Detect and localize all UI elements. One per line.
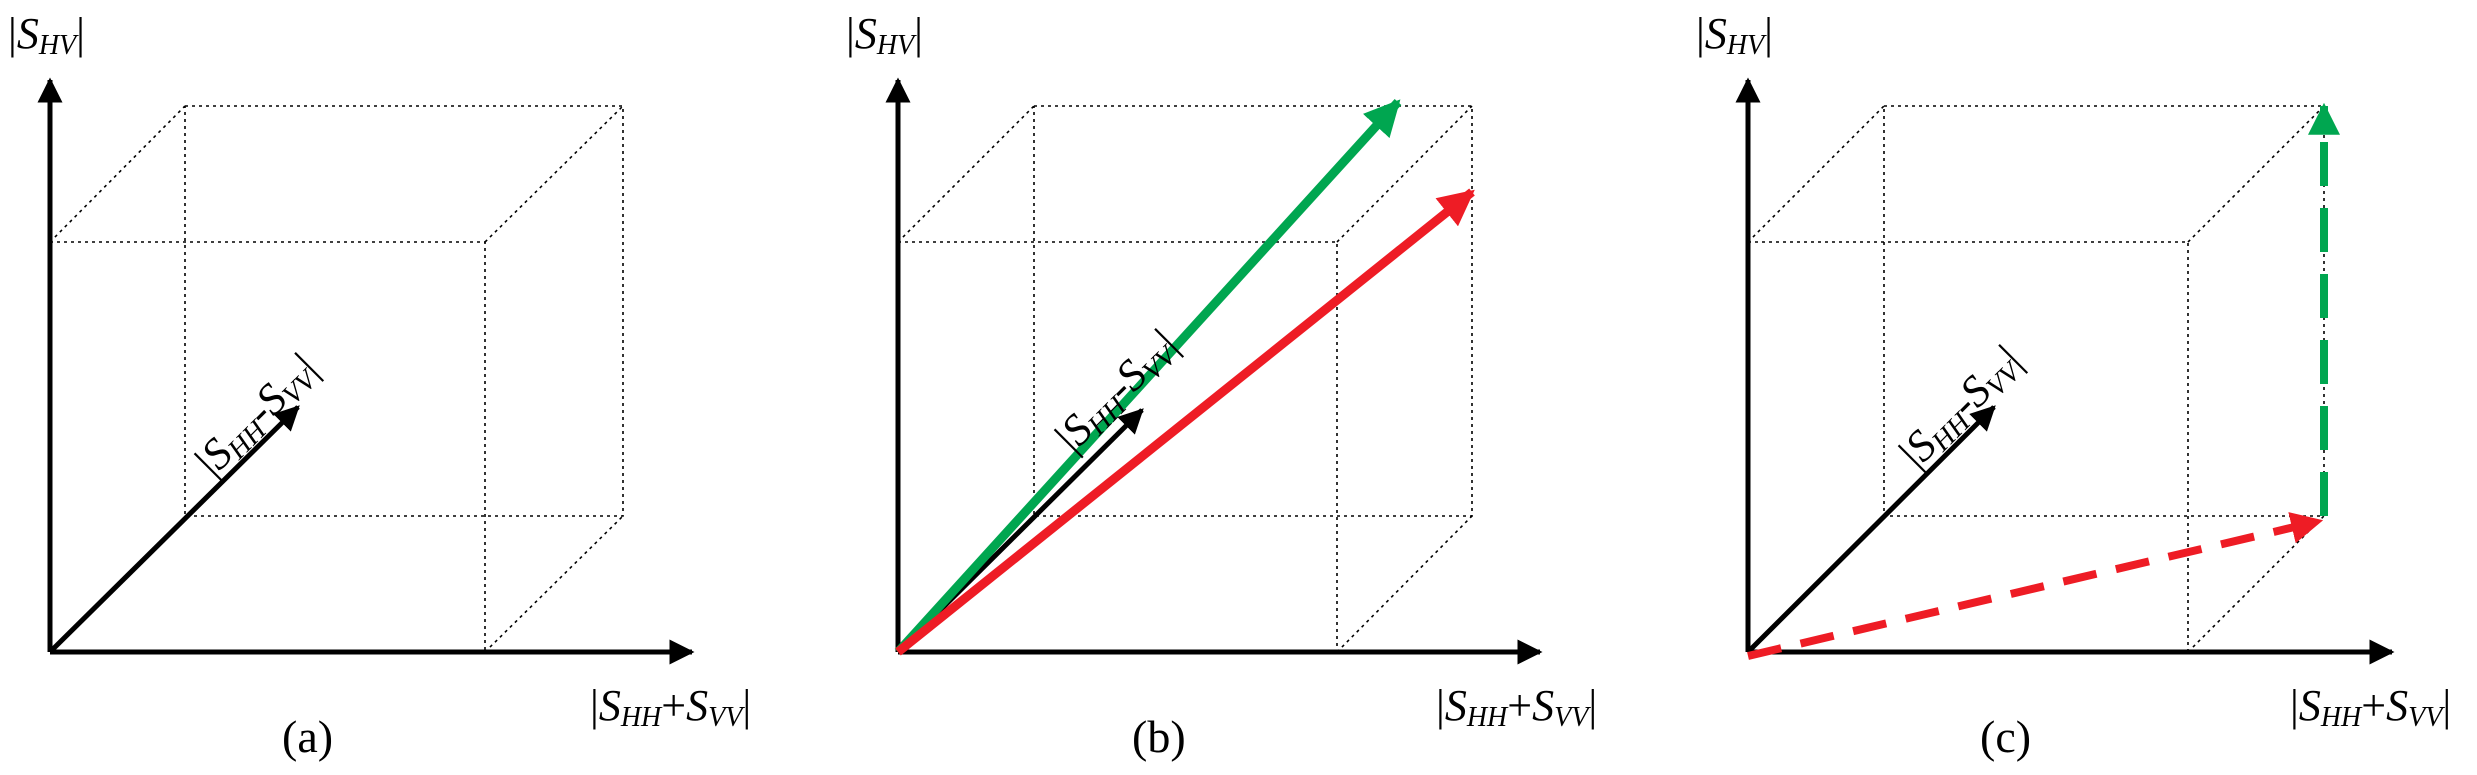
depth-axis-arrow [1746, 405, 1996, 654]
y-axis-label: |SHV| [8, 9, 85, 61]
cube-edge [2187, 515, 2325, 653]
cube-edge [484, 515, 624, 653]
y-axis-label: |SHV| [846, 9, 923, 61]
x-axis-label: |SHH+SVV| [590, 681, 751, 733]
red-vector-arrow [895, 188, 1475, 656]
cube-edge [1336, 515, 1473, 653]
panel-a: |SHV| |SHH+SVV| |SHH-SVV| (a) [8, 9, 751, 762]
panel-c: |SHV| |SHH+SVV| |SHH-SVV| (c) [1696, 9, 2451, 762]
y-axis-label: |SHV| [1696, 9, 1773, 61]
cube-wireframe [897, 105, 1473, 653]
panel-caption: (c) [1980, 711, 2031, 762]
x-axis-label: |SHH+SVV| [2290, 681, 2451, 733]
cube-wireframe [1747, 105, 2325, 653]
depth-axis-arrow [48, 405, 300, 654]
cube-front-face [898, 241, 1338, 652]
green-vector-arrow [894, 98, 1402, 656]
cube-edge [897, 105, 1035, 243]
x-axis-label: |SHH+SVV| [1436, 681, 1597, 733]
panel-caption: (a) [282, 711, 333, 762]
panel-b: |SHV| |SHH+SVV| |SHH-SVV| (b) [846, 9, 1597, 762]
cube-back-face [184, 105, 624, 517]
cube-edge [484, 105, 624, 243]
cube-front-face [1748, 241, 2189, 652]
cube-wireframe [49, 105, 624, 653]
cube-edge [1336, 105, 1473, 243]
red-dashed-vector-arrow [1747, 512, 2324, 660]
cube-edge [1747, 105, 1885, 243]
cube-edge [2187, 105, 2325, 243]
depth-axis-label: |SHH-SVV| [185, 344, 329, 488]
cube-edge [49, 105, 186, 243]
depth-axis-label: |SHH-SVV| [1889, 336, 2033, 480]
panel-caption: (b) [1132, 711, 1186, 762]
